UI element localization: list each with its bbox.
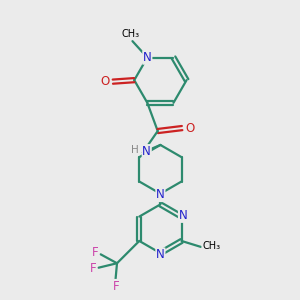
- Text: O: O: [101, 75, 110, 88]
- Text: N: N: [156, 188, 165, 201]
- Text: H: H: [131, 145, 139, 155]
- Text: CH₃: CH₃: [122, 29, 140, 39]
- Text: N: N: [156, 248, 165, 261]
- Text: N: N: [178, 209, 188, 222]
- Text: F: F: [92, 246, 99, 259]
- Text: N: N: [143, 51, 152, 64]
- Text: CH₃: CH₃: [202, 241, 220, 251]
- Text: O: O: [185, 122, 194, 135]
- Text: F: F: [113, 280, 119, 292]
- Text: N: N: [142, 145, 151, 158]
- Text: F: F: [90, 262, 97, 275]
